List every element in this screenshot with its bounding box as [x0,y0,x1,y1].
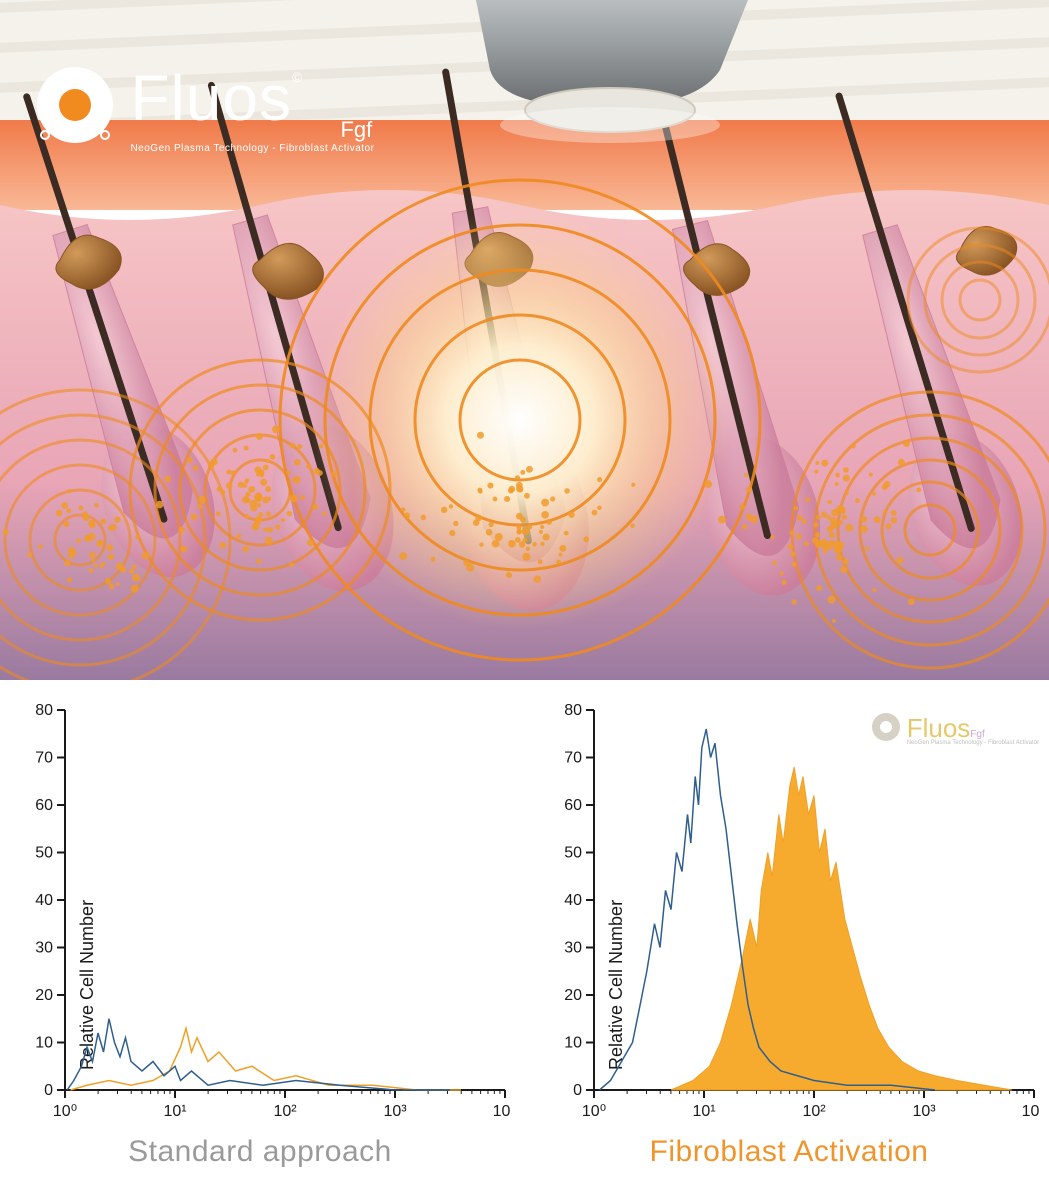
svg-text:70: 70 [564,750,582,767]
svg-text:80: 80 [564,702,582,719]
device-icon [470,0,760,143]
chart-left: 0 10 20 30 40 50 60 70 80 Relative Cell Number 10⁰… [10,700,510,1169]
brand-tagline: NeoGen Plasma Technology - Fibroblast Ac… [130,143,374,154]
svg-text:50: 50 [35,845,53,862]
svg-text:0: 0 [44,1082,53,1099]
hero-illustration: Fluos© Fgf NeoGen Plasma Technology - Fi… [0,0,1049,680]
mini-brand-name: Fluos [907,713,971,743]
brand-copyright: © [292,69,302,85]
mini-logo-icon [869,710,903,749]
mini-brand-logo: FluosFgf NeoGen Plasma Technology - Fibr… [869,710,1039,749]
brand-logo-icon [30,60,120,155]
svg-text:80: 80 [35,702,53,719]
svg-text:10²: 10² [273,1103,297,1120]
chart-left-title: Standard approach [10,1135,510,1169]
svg-text:10⁰: 10⁰ [53,1103,77,1120]
svg-text:10⁴: 10⁴ [493,1103,510,1120]
brand-logo: Fluos© Fgf NeoGen Plasma Technology - Fi… [30,60,374,155]
svg-text:30: 30 [564,940,582,957]
svg-text:10⁰: 10⁰ [582,1103,606,1120]
svg-text:10: 10 [35,1035,53,1052]
chart-right: 0 10 20 30 40 50 60 70 80 Relative Cell Number 10⁰… [539,700,1039,1169]
svg-text:Relative Cell Number: Relative Cell Number [606,900,626,1070]
svg-text:10¹: 10¹ [692,1103,715,1120]
brand-name: Fluos [130,62,292,134]
svg-text:40: 40 [35,892,53,909]
svg-text:0: 0 [573,1082,582,1099]
chart-right-title: Fibroblast Activation [539,1135,1039,1169]
mini-brand-suffix: Fgf [970,729,984,740]
svg-text:10¹: 10¹ [163,1103,186,1120]
svg-text:10³: 10³ [912,1103,936,1120]
svg-text:30: 30 [35,940,53,957]
svg-text:70: 70 [35,750,53,767]
chart-right-svg: 0 10 20 30 40 50 60 70 80 Relative Cell Number 10⁰… [539,700,1039,1130]
svg-text:20: 20 [564,987,582,1004]
svg-text:20: 20 [35,987,53,1004]
svg-text:10⁴: 10⁴ [1022,1103,1039,1120]
chart-left-svg: 0 10 20 30 40 50 60 70 80 Relative Cell Number 10⁰… [10,700,510,1130]
svg-text:60: 60 [35,797,53,814]
svg-text:10: 10 [564,1035,582,1052]
brand-suffix: Fgf [340,117,372,142]
svg-text:Relative Cell Number: Relative Cell Number [77,900,97,1070]
charts-row: 0 10 20 30 40 50 60 70 80 Relative Cell Number 10⁰… [0,680,1049,1169]
svg-text:60: 60 [564,797,582,814]
mini-brand-tagline: NeoGen Plasma Technology - Fibroblast Ac… [907,740,1039,746]
svg-text:10²: 10² [802,1103,826,1120]
svg-text:50: 50 [564,845,582,862]
svg-text:10³: 10³ [383,1103,407,1120]
svg-text:40: 40 [564,892,582,909]
